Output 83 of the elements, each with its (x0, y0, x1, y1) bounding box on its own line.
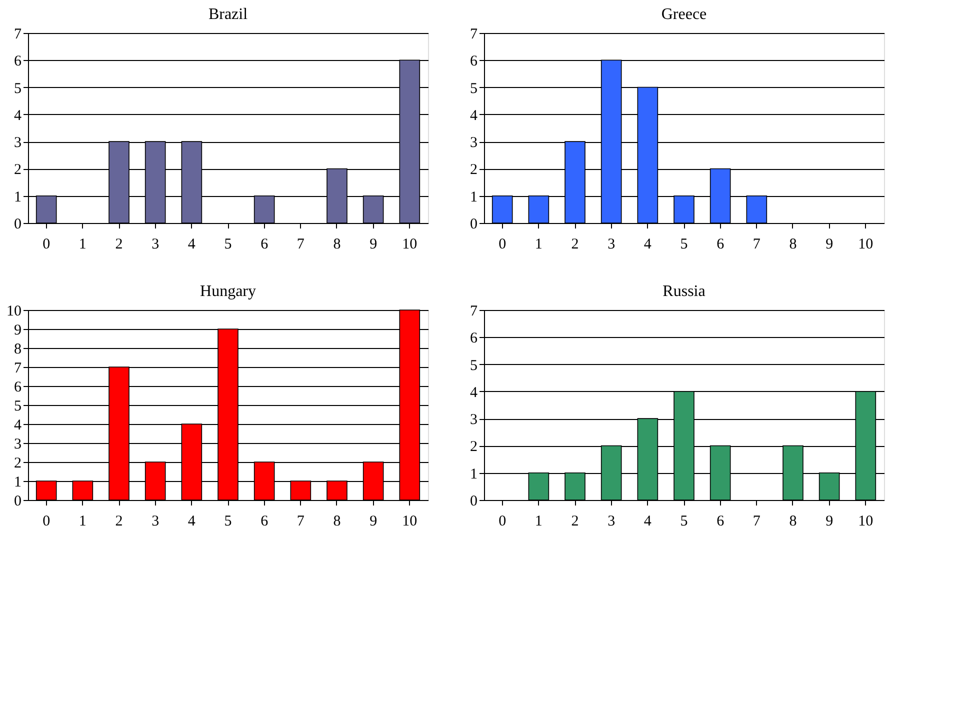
x-tick-label: 8 (789, 236, 797, 252)
y-tick-label: 3 (470, 412, 478, 428)
x-tick-label: 7 (296, 514, 305, 530)
y-tick-label: 5 (14, 398, 22, 414)
x-tick-label: 10 (858, 514, 874, 530)
x-tick-label: 7 (296, 236, 305, 252)
x-tick-label: 8 (789, 514, 797, 530)
y-tick-label: 6 (470, 330, 478, 347)
y-tick-label: 4 (14, 418, 22, 434)
y-tick-label: 3 (14, 436, 22, 452)
x-tick-label: 3 (152, 236, 160, 252)
x-tick-label: 0 (498, 236, 506, 252)
y-tick-label: 6 (14, 380, 22, 396)
x-tick-label: 6 (260, 514, 269, 530)
y-tick-label: 2 (14, 456, 22, 472)
x-tick-label: 6 (716, 236, 725, 252)
x-tick-label: 1 (534, 236, 542, 252)
y-tick-label: 5 (470, 80, 478, 97)
y-tick-label: 1 (14, 474, 22, 490)
x-tick-label: 2 (115, 236, 123, 252)
x-tick-label: 9 (370, 236, 378, 252)
x-tick-label: 5 (680, 514, 688, 530)
x-tick-label: 2 (115, 514, 123, 530)
y-tick-label: 6 (470, 54, 478, 70)
x-tick-label: 1 (534, 514, 542, 530)
x-tick-label: 10 (402, 236, 418, 252)
x-tick-label: 5 (680, 236, 688, 252)
x-tick-label: 9 (826, 514, 834, 530)
x-tick-label: 5 (224, 236, 232, 252)
x-tick-label: 6 (716, 514, 725, 530)
y-tick-label: 2 (470, 439, 478, 456)
chart-title: Russia (662, 283, 706, 300)
y-tick-label: 0 (14, 494, 22, 510)
x-tick-label: 3 (608, 236, 616, 252)
y-tick-label: 4 (14, 108, 22, 124)
x-tick-label: 10 (402, 514, 418, 530)
x-tick-label: 6 (260, 236, 269, 252)
x-tick-label: 9 (826, 236, 834, 252)
y-tick-label: 1 (14, 189, 22, 206)
x-tick-label: 9 (370, 514, 378, 530)
x-tick-label: 7 (752, 514, 761, 530)
y-tick-label: 5 (470, 358, 478, 374)
y-tick-label: 0 (14, 216, 22, 232)
y-tick-label: 7 (470, 304, 478, 320)
x-tick-label: 8 (333, 236, 341, 252)
y-tick-label: 4 (470, 108, 478, 124)
x-tick-label: 1 (78, 514, 86, 530)
y-tick-label: 7 (470, 26, 478, 42)
x-tick-label: 2 (571, 514, 579, 530)
y-tick-label: 1 (470, 189, 478, 206)
y-tick-label: 3 (470, 135, 478, 152)
x-tick-label: 0 (42, 514, 50, 530)
y-tick-label: 7 (14, 360, 22, 376)
y-tick-label: 10 (6, 304, 22, 320)
x-tick-label: 4 (644, 514, 652, 530)
x-tick-label: 7 (752, 236, 761, 252)
x-tick-label: 2 (571, 236, 579, 252)
x-tick-label: 0 (42, 236, 50, 252)
chart-title: Hungary (200, 283, 256, 300)
chart-title: Greece (661, 6, 707, 23)
x-tick-label: 3 (152, 514, 160, 530)
x-tick-label: 0 (498, 514, 506, 530)
y-tick-label: 1 (470, 466, 478, 482)
y-tick-label: 9 (14, 322, 22, 338)
x-tick-label: 4 (188, 236, 196, 252)
x-tick-label: 8 (333, 514, 341, 530)
chart-title: Brazil (208, 6, 248, 23)
y-tick-label: 2 (14, 162, 22, 178)
x-tick-label: 5 (224, 514, 232, 530)
y-tick-label: 4 (470, 384, 478, 401)
y-tick-label: 6 (14, 54, 22, 70)
x-tick-label: 1 (78, 236, 86, 252)
x-tick-label: 10 (858, 236, 874, 252)
y-tick-label: 7 (14, 26, 22, 42)
y-tick-label: 5 (14, 80, 22, 97)
y-tick-label: 0 (470, 494, 478, 510)
y-tick-label: 8 (14, 342, 22, 358)
x-tick-label: 3 (608, 514, 616, 530)
x-tick-label: 4 (644, 236, 652, 252)
x-tick-label: 4 (188, 514, 196, 530)
y-tick-label: 0 (470, 216, 478, 232)
y-tick-label: 3 (14, 135, 22, 152)
y-tick-label: 2 (470, 162, 478, 178)
